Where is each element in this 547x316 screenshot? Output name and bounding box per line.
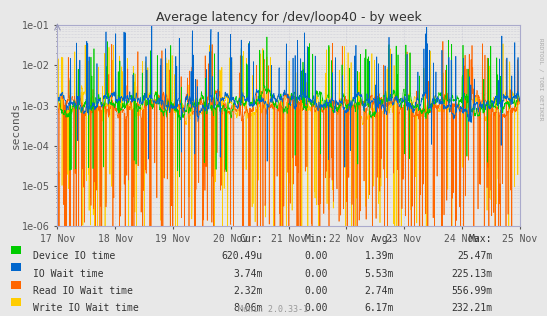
Text: Read IO Wait time: Read IO Wait time <box>33 286 133 296</box>
Y-axis label: seconds: seconds <box>10 102 20 149</box>
Text: Write IO Wait time: Write IO Wait time <box>33 303 138 313</box>
Text: Min:: Min: <box>305 234 328 244</box>
Text: Cur:: Cur: <box>239 234 263 244</box>
Text: Max:: Max: <box>469 234 492 244</box>
Text: 0.00: 0.00 <box>305 286 328 296</box>
Text: 6.17m: 6.17m <box>364 303 394 313</box>
Text: 5.53m: 5.53m <box>364 269 394 279</box>
Text: 25.47m: 25.47m <box>457 251 492 261</box>
Text: Device IO time: Device IO time <box>33 251 115 261</box>
Text: RRDTOOL / TOBI OETIKER: RRDTOOL / TOBI OETIKER <box>538 38 543 120</box>
Text: IO Wait time: IO Wait time <box>33 269 103 279</box>
Text: 0.00: 0.00 <box>305 251 328 261</box>
Text: 556.99m: 556.99m <box>451 286 492 296</box>
Text: 8.06m: 8.06m <box>233 303 263 313</box>
Text: 0.00: 0.00 <box>305 269 328 279</box>
Text: 0.00: 0.00 <box>305 303 328 313</box>
Text: 1.39m: 1.39m <box>364 251 394 261</box>
Text: 620.49u: 620.49u <box>222 251 263 261</box>
Title: Average latency for /dev/loop40 - by week: Average latency for /dev/loop40 - by wee… <box>156 11 421 24</box>
Text: 225.13m: 225.13m <box>451 269 492 279</box>
Text: 2.32m: 2.32m <box>233 286 263 296</box>
Text: 2.74m: 2.74m <box>364 286 394 296</box>
Text: Munin 2.0.33-1: Munin 2.0.33-1 <box>238 306 309 314</box>
Text: 232.21m: 232.21m <box>451 303 492 313</box>
Text: Avg:: Avg: <box>370 234 394 244</box>
Text: 3.74m: 3.74m <box>233 269 263 279</box>
